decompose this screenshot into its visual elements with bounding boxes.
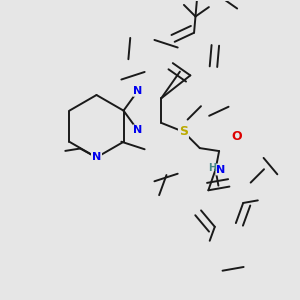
Text: N: N [92,152,101,162]
Text: N: N [133,125,142,135]
Text: N: N [133,86,142,96]
Text: N: N [216,164,226,175]
Text: H: H [208,163,217,173]
Text: O: O [232,130,242,143]
Text: S: S [179,125,188,138]
